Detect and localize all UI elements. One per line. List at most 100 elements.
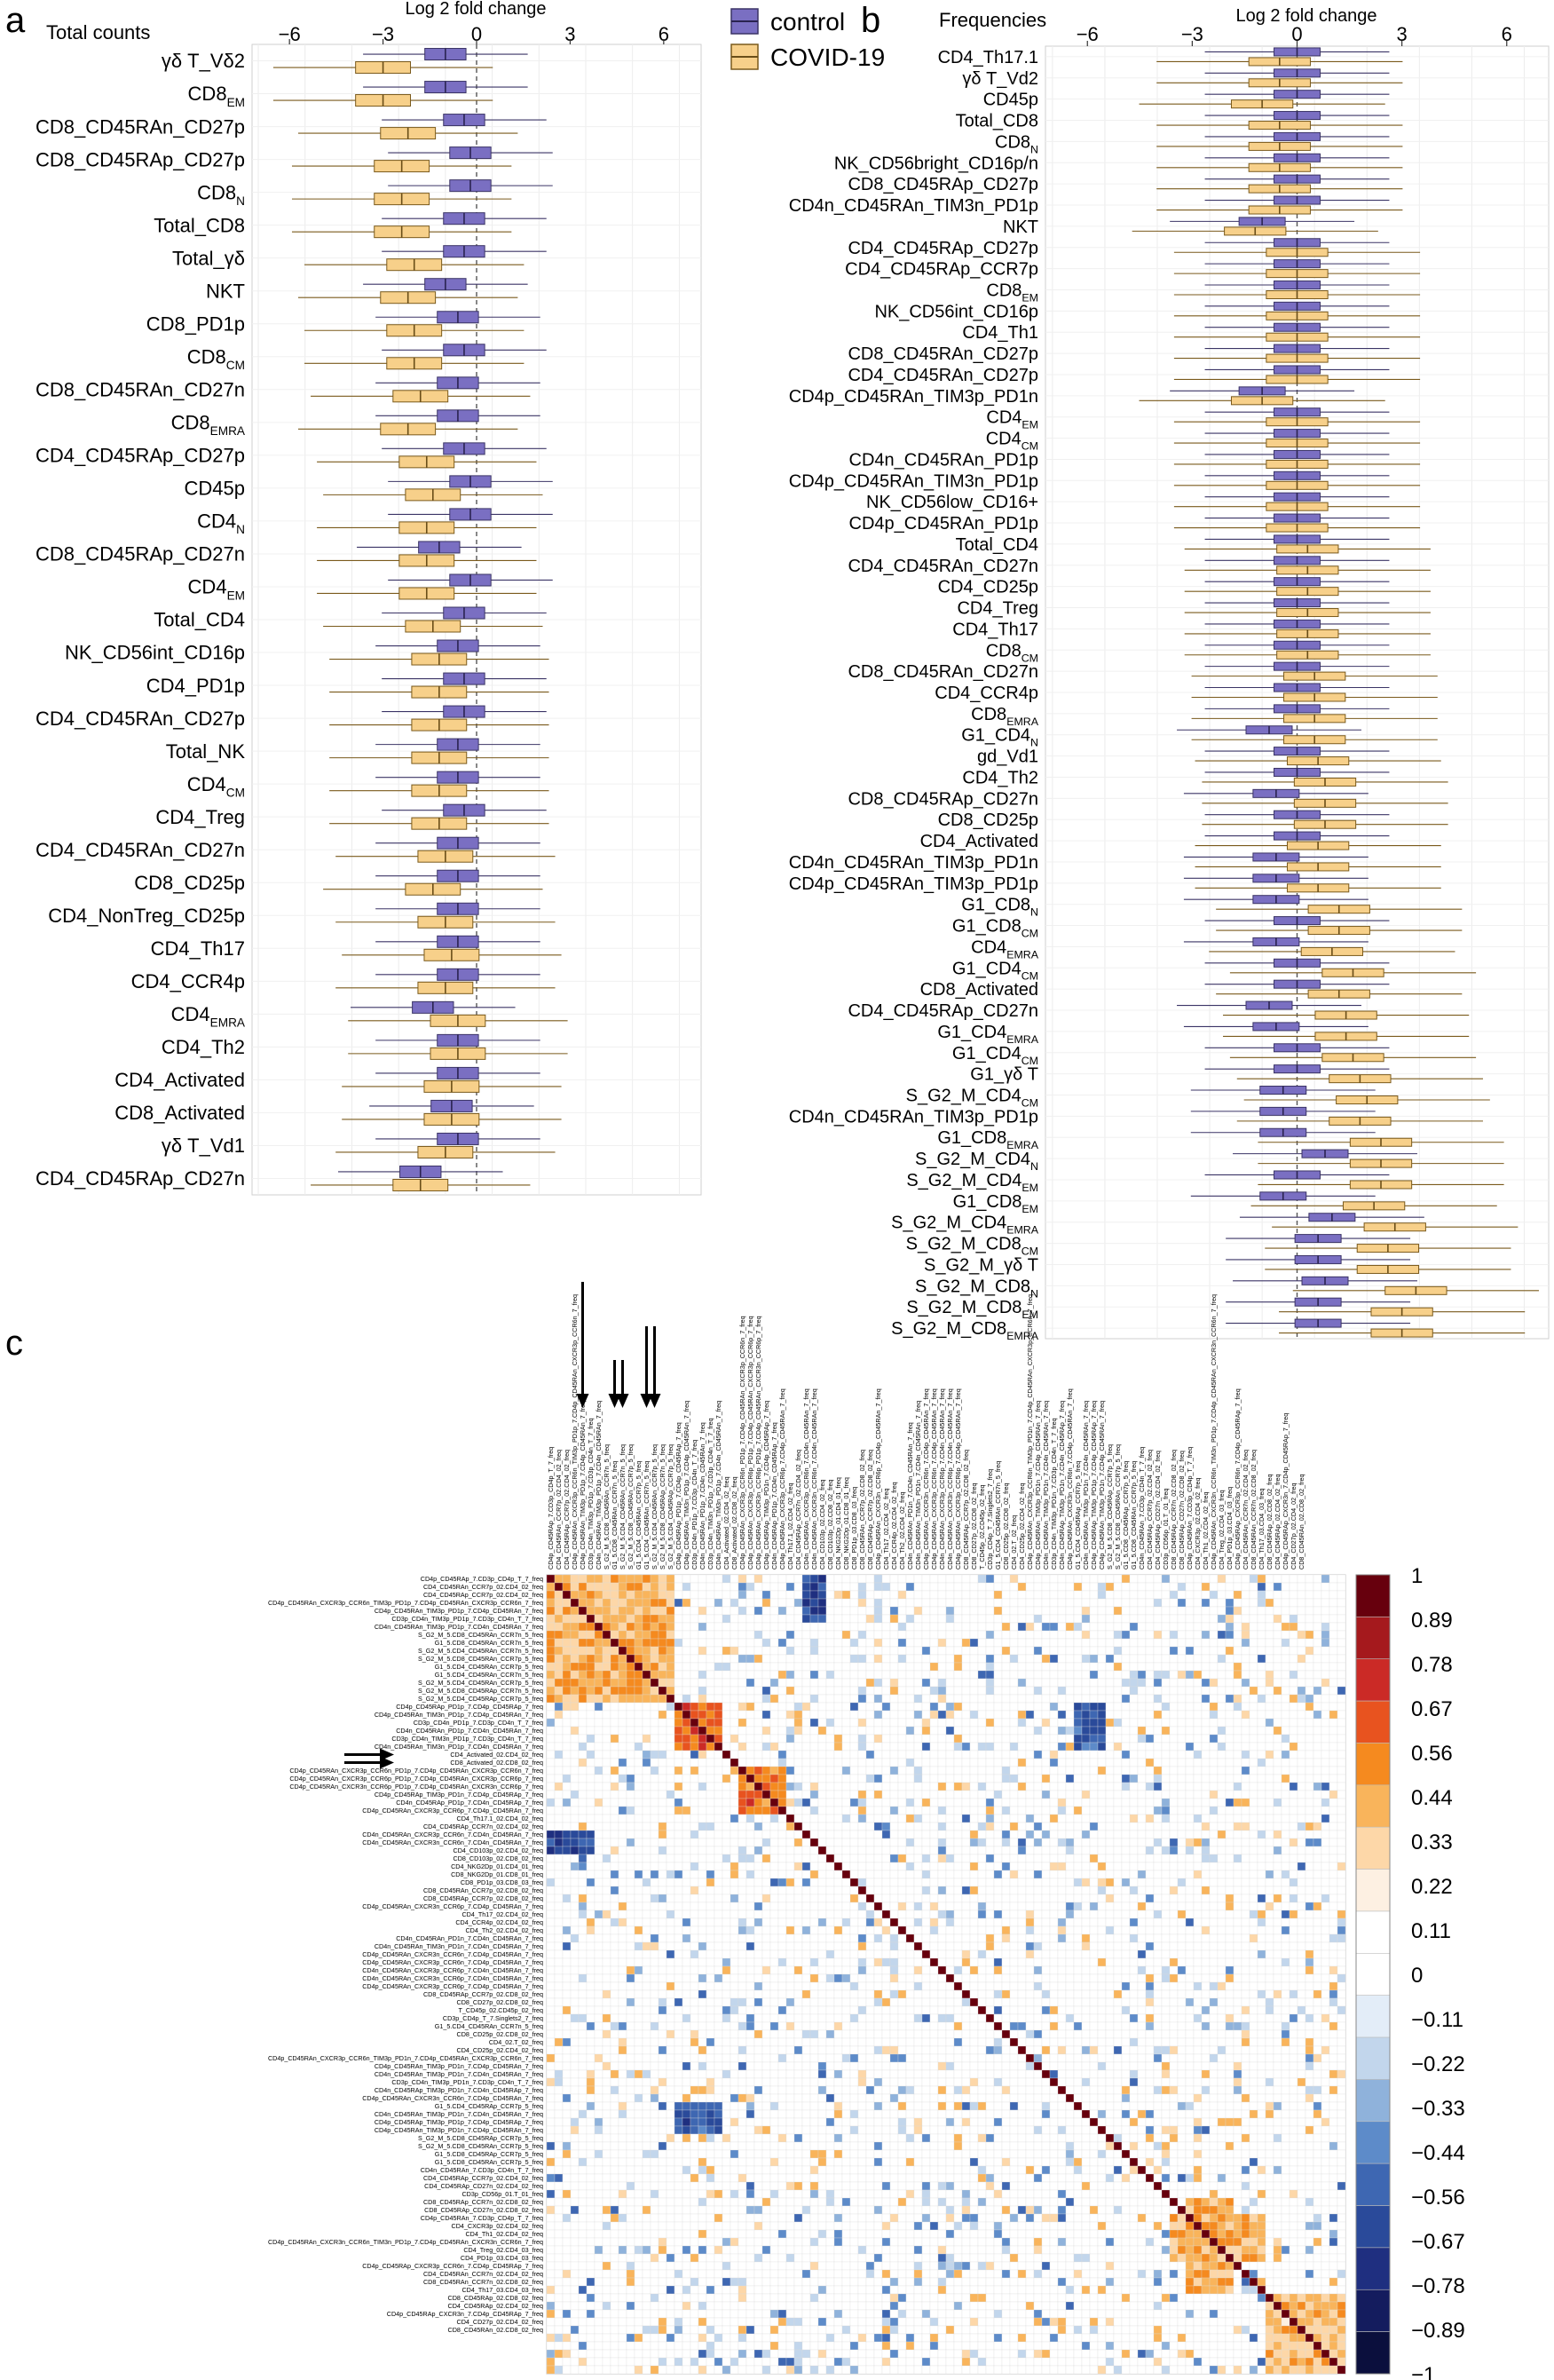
heatmap-cell [897, 1614, 907, 1624]
heatmap-cell [745, 1814, 755, 1823]
heatmap-cell [1017, 1846, 1027, 1855]
heatmap-cell [1001, 1694, 1011, 1704]
heatmap-cell [714, 1790, 723, 1799]
heatmap-cell [1281, 1614, 1290, 1624]
heatmap-cell [730, 1774, 739, 1783]
heatmap-cell [825, 1742, 835, 1751]
heatmap-cell [921, 1654, 931, 1664]
heatmap-cell [1177, 1814, 1187, 1823]
heatmap-cell [1049, 1710, 1059, 1720]
heatmap-cell [1273, 1630, 1282, 1640]
heatmap-cell [642, 1830, 651, 1839]
heatmap-cell [1337, 1702, 1346, 1712]
heatmap-cell [857, 1574, 867, 1584]
heatmap-cell [1025, 1750, 1035, 1759]
heatmap-cell [1049, 1774, 1059, 1783]
heatmap-cell [761, 1902, 771, 1911]
heatmap-cell [785, 1598, 795, 1608]
heatmap-cell [1145, 1870, 1155, 1879]
heatmap-cell [969, 1702, 979, 1712]
heatmap-cell [610, 1846, 619, 1855]
heatmap-cell [698, 1598, 707, 1608]
heatmap-cell [905, 1694, 915, 1704]
heatmap-cell [897, 1654, 907, 1664]
heatmap-cell [945, 1734, 955, 1743]
heatmap-cell [1337, 1894, 1346, 1903]
heatmap-cell [1273, 1606, 1282, 1616]
heatmap-cell [865, 1590, 875, 1600]
heatmap-cell [682, 1598, 691, 1608]
heatmap-cell [905, 1870, 915, 1879]
heatmap-cell [730, 1734, 739, 1743]
heatmap-cell [1297, 1846, 1306, 1855]
heatmap-cell [945, 1838, 955, 1847]
heatmap-cell [722, 1614, 731, 1624]
heatmap-cell [961, 1630, 971, 1640]
heatmap-cell [690, 1654, 699, 1664]
heatmap-cell [849, 1742, 859, 1751]
heatmap-cell [953, 1902, 963, 1911]
panel-b-category-label: CD4_CD45RAp_CD27n [848, 1001, 1038, 1021]
heatmap-cell [722, 1822, 731, 1831]
panel-b-category-label: Total_CD8 [956, 112, 1038, 131]
heatmap-cell [1297, 1870, 1306, 1879]
heatmap-cell [562, 1726, 572, 1736]
heatmap-cell [921, 1862, 931, 1871]
heatmap-cell [1033, 1838, 1043, 1847]
heatmap-cell [1305, 1758, 1314, 1767]
heatmap-cell [1001, 1742, 1011, 1751]
heatmap-cell [969, 1646, 979, 1656]
heatmap-cell [562, 1686, 572, 1696]
heatmap-cell [945, 1814, 955, 1823]
heatmap-cell [1241, 1830, 1250, 1839]
heatmap-cell [626, 1694, 635, 1704]
heatmap-cell [1137, 1854, 1147, 1863]
heatmap-cell [881, 1758, 891, 1767]
heatmap-cell [706, 1718, 715, 1728]
heatmap-cell [985, 1670, 995, 1680]
heatmap-cell [1305, 1854, 1314, 1863]
heatmap-cell [945, 1846, 955, 1855]
heatmap-cell [610, 1774, 619, 1783]
heatmap-cell [1137, 1582, 1147, 1592]
heatmap-cell [1201, 1622, 1211, 1632]
heatmap-cell [969, 1726, 979, 1736]
heatmap-cell [554, 1742, 564, 1751]
heatmap-cell [865, 1766, 875, 1775]
heatmap-cell [1225, 1726, 1235, 1736]
heatmap-cell [745, 1622, 755, 1632]
heatmap-cell [714, 1870, 723, 1879]
heatmap-cell [1217, 1718, 1227, 1728]
heatmap-cell [642, 1806, 651, 1815]
heatmap-cell [961, 1694, 971, 1704]
heatmap-cell [1169, 1734, 1179, 1743]
heatmap-cell [634, 1702, 643, 1712]
heatmap-cell [1121, 1766, 1131, 1775]
heatmap-cell [1049, 1734, 1059, 1743]
heatmap-cell [801, 1894, 811, 1903]
heatmap-cell [634, 1902, 643, 1911]
heatmap-cell [690, 1646, 699, 1656]
heatmap-cell [905, 1598, 915, 1608]
heatmap-cell [1057, 1774, 1067, 1783]
heatmap-cell [1009, 1670, 1019, 1680]
heatmap-cell [1257, 1638, 1266, 1648]
heatmap-cell [1305, 1822, 1314, 1831]
heatmap-cell [1073, 1790, 1083, 1799]
heatmap-cell [1145, 1862, 1155, 1871]
heatmap-cell [905, 1830, 915, 1839]
heatmap-cell [1097, 1870, 1107, 1879]
heatmap-cell [1201, 1718, 1211, 1728]
heatmap-cell [1033, 1766, 1043, 1775]
heatmap-cell [801, 1614, 811, 1624]
heatmap-cell [1121, 1606, 1131, 1616]
heatmap-cell [1137, 1758, 1147, 1767]
heatmap-cell [1185, 1662, 1195, 1672]
heatmap-cell [1241, 1766, 1250, 1775]
heatmap-cell [594, 1870, 603, 1879]
heatmap-cell [977, 1702, 987, 1712]
heatmap-cell [554, 1798, 564, 1807]
heatmap-cell [793, 1606, 803, 1616]
heatmap-cell [889, 1862, 899, 1871]
heatmap-cell [1161, 1646, 1171, 1656]
